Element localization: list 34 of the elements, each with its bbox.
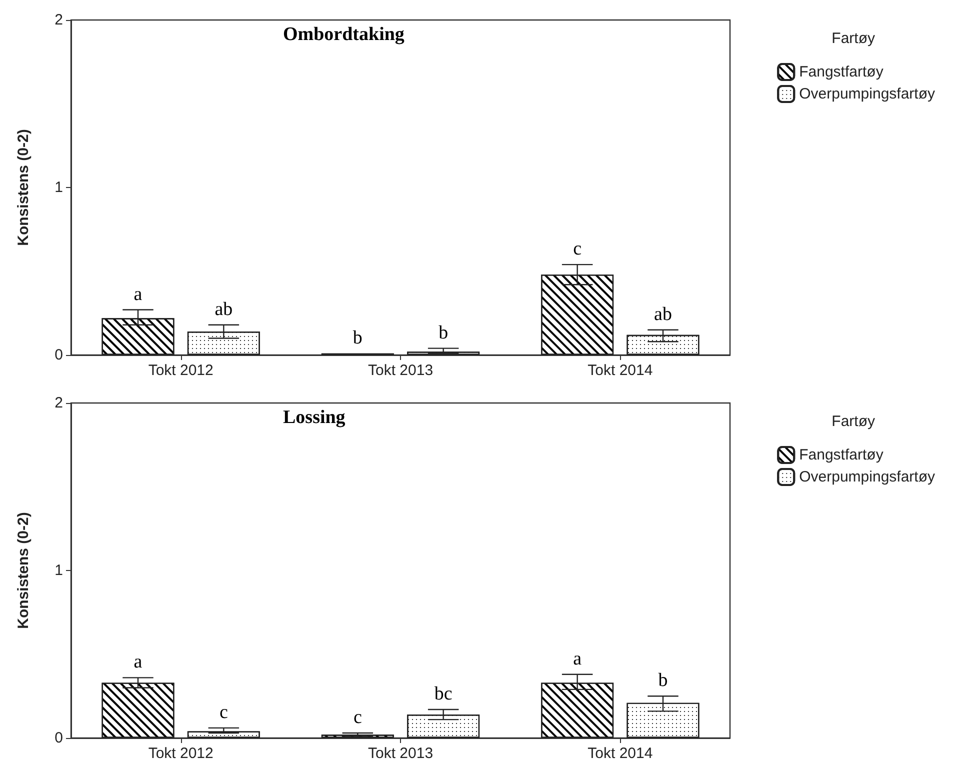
data-label: a [573,648,582,670]
data-label: c [573,238,582,260]
x-tick-label: Tokt 2014 [588,745,653,762]
legend-title: Fartøy [832,413,876,430]
data-label: c [219,702,228,723]
data-label: a [134,284,143,305]
y-axis-title: Konsistens (0-2) [15,512,32,629]
y-tick-label: 0 [54,346,63,364]
legend-label: Fangstfartøy [799,446,884,464]
x-tick-label: Tokt 2014 [588,362,653,379]
x-tick-label: Tokt 2013 [368,745,434,762]
y-tick-label: 0 [54,730,63,746]
data-label: b [352,327,362,348]
data-label: ab [654,304,672,325]
y-tick-label: 1 [54,562,63,579]
data-label: ab [214,298,233,320]
chart-title: Lossing [283,407,346,428]
x-tick-label: Tokt 2013 [368,362,434,379]
y-axis-title: Konsistens (0-2) [15,129,32,246]
legend-title: Fartøy [832,30,876,47]
y-tick-label: 2 [54,394,63,412]
data-label: c [353,706,362,728]
data-label: bc [434,684,452,705]
data-label: b [438,322,448,344]
legend-label: Overpumpingsfartøy [799,468,936,486]
legend-label: Overpumpingsfartøy [799,86,936,102]
legend-label: Fangstfartøy [799,64,884,80]
data-label: a [134,652,143,673]
x-tick-label: Tokt 2012 [148,362,214,379]
chart-title: Ombordtaking [283,24,405,45]
y-tick-label: 1 [54,179,63,196]
y-tick-label: 2 [54,12,63,28]
data-label: b [658,670,668,692]
x-tick-label: Tokt 2012 [148,745,214,762]
